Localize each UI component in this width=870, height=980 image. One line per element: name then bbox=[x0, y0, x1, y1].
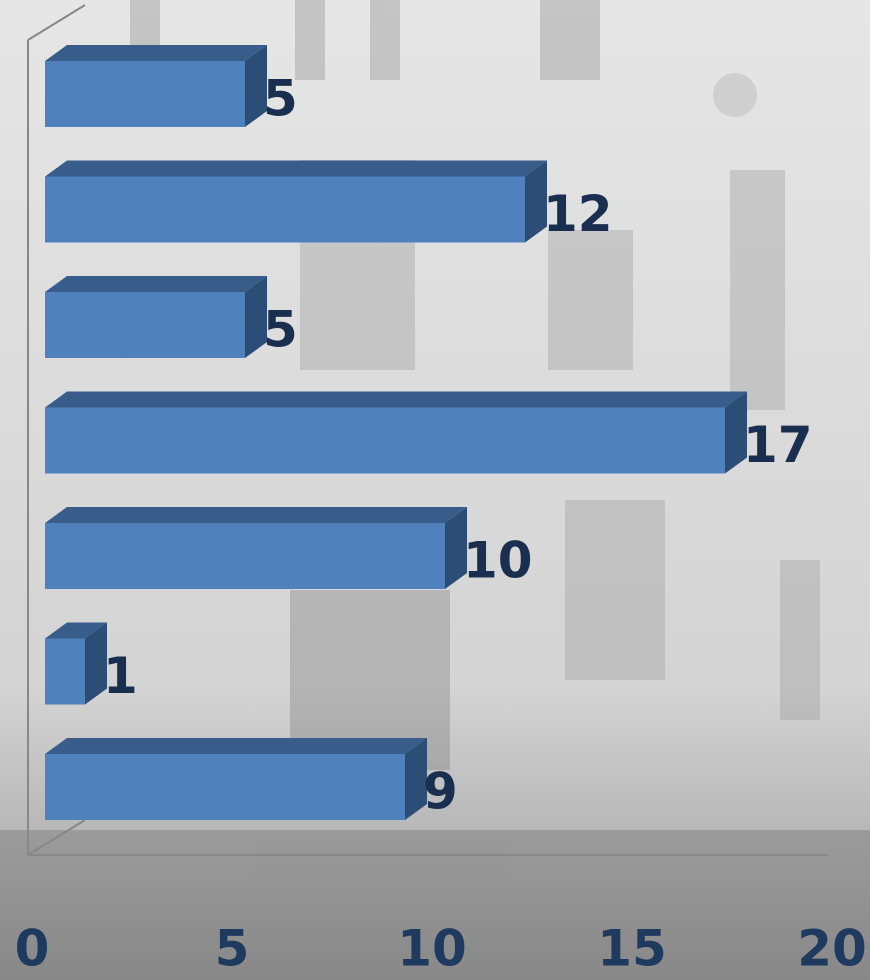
x-tick-label: 0 bbox=[15, 920, 50, 978]
bar-top bbox=[45, 160, 547, 177]
axis-walls bbox=[27, 4, 828, 856]
bar-top bbox=[45, 738, 427, 754]
value-label: 5 bbox=[263, 70, 298, 128]
bar-top bbox=[45, 391, 747, 408]
bar-side bbox=[245, 276, 267, 358]
bar-top bbox=[45, 507, 467, 523]
value-label: 17 bbox=[743, 416, 813, 474]
bar-top bbox=[45, 45, 267, 61]
bar bbox=[45, 391, 747, 474]
bar-front bbox=[45, 754, 405, 820]
bar-top bbox=[45, 622, 107, 639]
bar-side bbox=[725, 391, 747, 474]
x-tick-label: 5 bbox=[215, 920, 250, 978]
bar bbox=[45, 622, 107, 705]
value-label: 1 bbox=[103, 647, 138, 705]
bar-front bbox=[45, 61, 245, 127]
bar bbox=[45, 45, 267, 127]
x-tick-label: 20 bbox=[797, 920, 867, 978]
value-label: 10 bbox=[463, 532, 533, 590]
value-label: 9 bbox=[423, 763, 458, 821]
bar-side bbox=[525, 160, 547, 243]
bar-side bbox=[445, 507, 467, 589]
bar-front bbox=[45, 523, 445, 589]
bar-side bbox=[85, 622, 107, 705]
value-label: 12 bbox=[543, 185, 613, 243]
bar bbox=[45, 738, 427, 820]
bar-front bbox=[45, 407, 725, 474]
value-label: 5 bbox=[263, 301, 298, 359]
bar-side bbox=[405, 738, 427, 820]
bar bbox=[45, 160, 547, 243]
bar-top bbox=[45, 276, 267, 292]
bar bbox=[45, 507, 467, 589]
bar bbox=[45, 276, 267, 358]
bar-front bbox=[45, 292, 245, 358]
x-tick-label: 15 bbox=[597, 920, 667, 978]
x-tick-label: 10 bbox=[397, 920, 467, 978]
bar-front bbox=[45, 176, 525, 243]
bar-side bbox=[245, 45, 267, 127]
bar-front bbox=[45, 638, 85, 705]
